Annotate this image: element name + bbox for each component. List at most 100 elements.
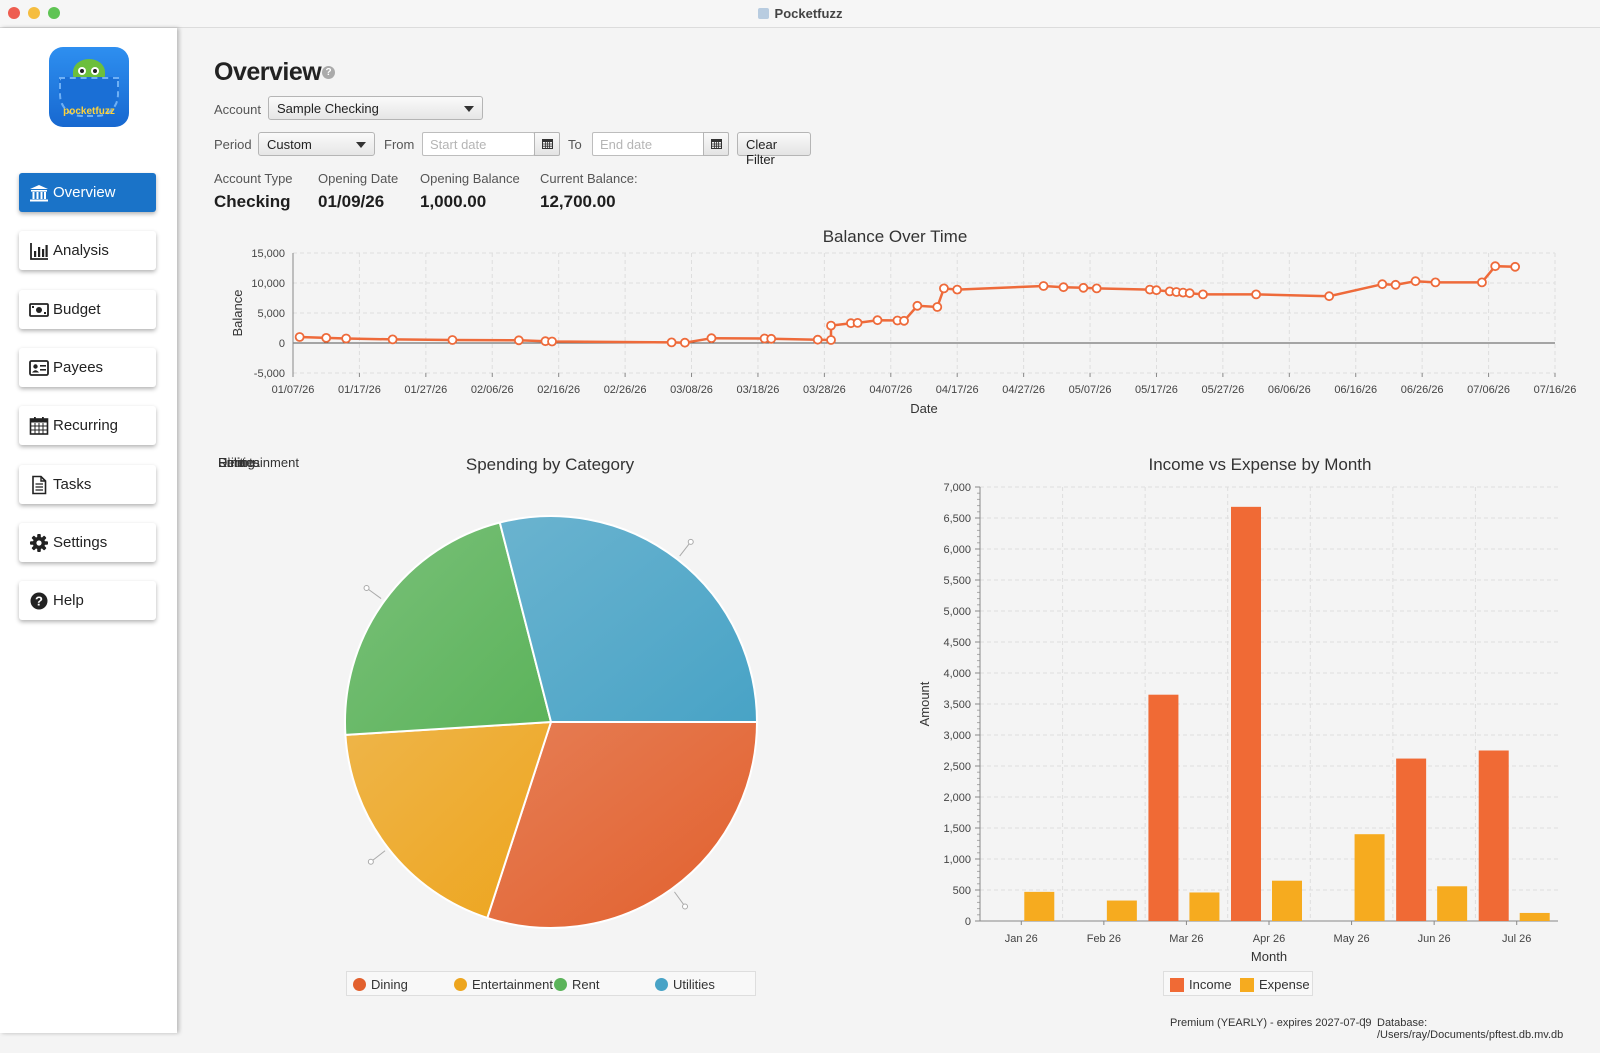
help-icon[interactable]: ?	[322, 66, 335, 79]
sidebar-item-overview[interactable]: Overview	[19, 173, 156, 212]
pie-label-anchor	[363, 584, 370, 591]
spending-chart-title: Spending by Category	[465, 455, 635, 474]
x-tick-label: 07/16/26	[1534, 384, 1577, 396]
x-tick-label: 04/07/26	[869, 384, 912, 396]
legend-item-rent: Rent	[554, 977, 599, 992]
balance-point	[1410, 276, 1421, 287]
page-title: Overview	[214, 58, 322, 86]
close-window-button[interactable]	[8, 7, 20, 19]
chevron-down-icon	[464, 106, 474, 112]
sidebar-item-label: Payees	[53, 359, 104, 376]
pie-label-rent: Rent	[218, 455, 246, 470]
app-logo: pocketfuzz	[49, 47, 129, 127]
opening-date-label: Opening Date	[318, 171, 399, 186]
pie-label-leader	[370, 850, 386, 863]
x-tick-label: Mar 26	[1169, 933, 1203, 945]
current-balance-label: Current Balance:	[540, 171, 638, 186]
balance-point	[952, 284, 963, 295]
gear-icon	[30, 533, 48, 552]
x-tick-label: Jul 26	[1502, 933, 1531, 945]
to-label: To	[568, 137, 582, 152]
balance-point	[932, 302, 943, 312]
spending-by-category-chart	[344, 515, 759, 929]
x-tick-label: Jan 26	[1005, 933, 1038, 945]
bar-expense	[1024, 891, 1055, 921]
bank-icon	[30, 184, 48, 201]
balance-point	[666, 337, 677, 348]
sidebar-item-recurring[interactable]: Recurring	[19, 406, 156, 445]
sidebar-item-help[interactable]: ? Help	[19, 581, 156, 620]
x-tick-label: 04/27/26	[1002, 384, 1045, 396]
x-axis-label: Month	[1251, 949, 1287, 964]
money-icon	[29, 302, 49, 317]
y-tick-label: -5,000	[254, 368, 285, 380]
legend-label: Income	[1189, 977, 1232, 992]
maximize-window-button[interactable]	[48, 7, 60, 19]
clear-filter-button[interactable]: Clear Filter	[737, 132, 811, 167]
legend-label: Expense	[1259, 977, 1310, 992]
x-tick-label: 01/17/26	[338, 384, 381, 396]
balance-point	[1390, 279, 1401, 290]
x-tick-label: 03/08/26	[670, 384, 713, 396]
balance-point	[321, 333, 332, 343]
balance-point	[1198, 289, 1208, 300]
sidebar-item-settings[interactable]: Settings	[19, 523, 156, 562]
bar-expense	[1272, 880, 1302, 921]
sidebar-item-budget[interactable]: Budget	[19, 290, 156, 329]
logo-pocket-icon	[59, 77, 119, 117]
pie-legend: Dining Entertainment Rent Utilities	[346, 971, 756, 996]
sidebar-item-payees[interactable]: Payees	[19, 348, 156, 387]
period-select[interactable]: Custom	[258, 132, 375, 156]
balance-over-time-chart: 15,000 10,000 5,000 0 -5,000 01/07/26 01/17/26…	[230, 248, 1577, 416]
account-select[interactable]: Sample Checking	[268, 96, 483, 120]
balance-point	[1058, 282, 1069, 293]
minimize-window-button[interactable]	[28, 7, 40, 19]
svg-text:?: ?	[35, 593, 43, 608]
pie-slice-utilities	[498, 515, 759, 723]
document-icon	[32, 475, 47, 494]
legend-item-income: Income	[1170, 977, 1232, 992]
pie-label-leader	[679, 541, 692, 557]
x-tick-label: 03/28/26	[803, 384, 846, 396]
sidebar-item-analysis[interactable]: Analysis	[19, 231, 156, 270]
x-tick-label: 05/27/26	[1201, 384, 1244, 396]
sidebar-item-tasks[interactable]: Tasks	[19, 465, 156, 504]
pie-label-dining: Dining	[218, 455, 255, 470]
opening-date-value: 01/09/26	[318, 192, 385, 211]
bar-expense	[1519, 912, 1550, 921]
x-tick-label: 03/18/26	[737, 384, 780, 396]
balance-point	[341, 333, 352, 344]
x-axis-label: Date	[910, 401, 937, 416]
x-tick-label: 05/07/26	[1069, 384, 1112, 396]
bar-expense	[1106, 900, 1137, 921]
legend-label: Entertainment	[472, 977, 553, 992]
end-date-input[interactable]: End date	[592, 132, 705, 156]
x-tick-label: Apr 26	[1253, 933, 1285, 945]
balance-point	[872, 315, 883, 326]
account-type-value: Checking	[214, 192, 291, 211]
balance-point	[826, 335, 836, 345]
x-tick-label: 01/07/26	[272, 384, 315, 396]
legend-item-utilities: Utilities	[655, 977, 715, 992]
balance-point	[852, 318, 863, 328]
x-tick-label: Jun 26	[1418, 933, 1451, 945]
period-select-value: Custom	[267, 137, 312, 152]
balance-point	[1324, 291, 1335, 302]
bar-expense	[1354, 834, 1385, 921]
x-tick-label: 05/17/26	[1135, 384, 1178, 396]
start-date-input[interactable]: Start date	[422, 132, 535, 156]
y-tick-label: 7,000	[943, 482, 971, 494]
start-date-picker-button[interactable]	[534, 132, 560, 156]
balance-point	[679, 337, 690, 348]
pie-slice-rent	[344, 521, 553, 736]
legend-item-dining: Dining	[353, 977, 408, 992]
sidebar-item-label: Settings	[53, 534, 108, 551]
x-tick-label: 02/26/26	[604, 384, 647, 396]
balance-point	[912, 300, 923, 311]
pie-label-entertainment: Entertainment	[218, 455, 299, 470]
legend-swatch	[1170, 977, 1184, 992]
balance-point	[387, 334, 398, 345]
bar-legend: Income Expense	[1163, 971, 1313, 996]
end-date-placeholder: End date	[600, 137, 653, 152]
end-date-picker-button[interactable]	[703, 132, 729, 156]
